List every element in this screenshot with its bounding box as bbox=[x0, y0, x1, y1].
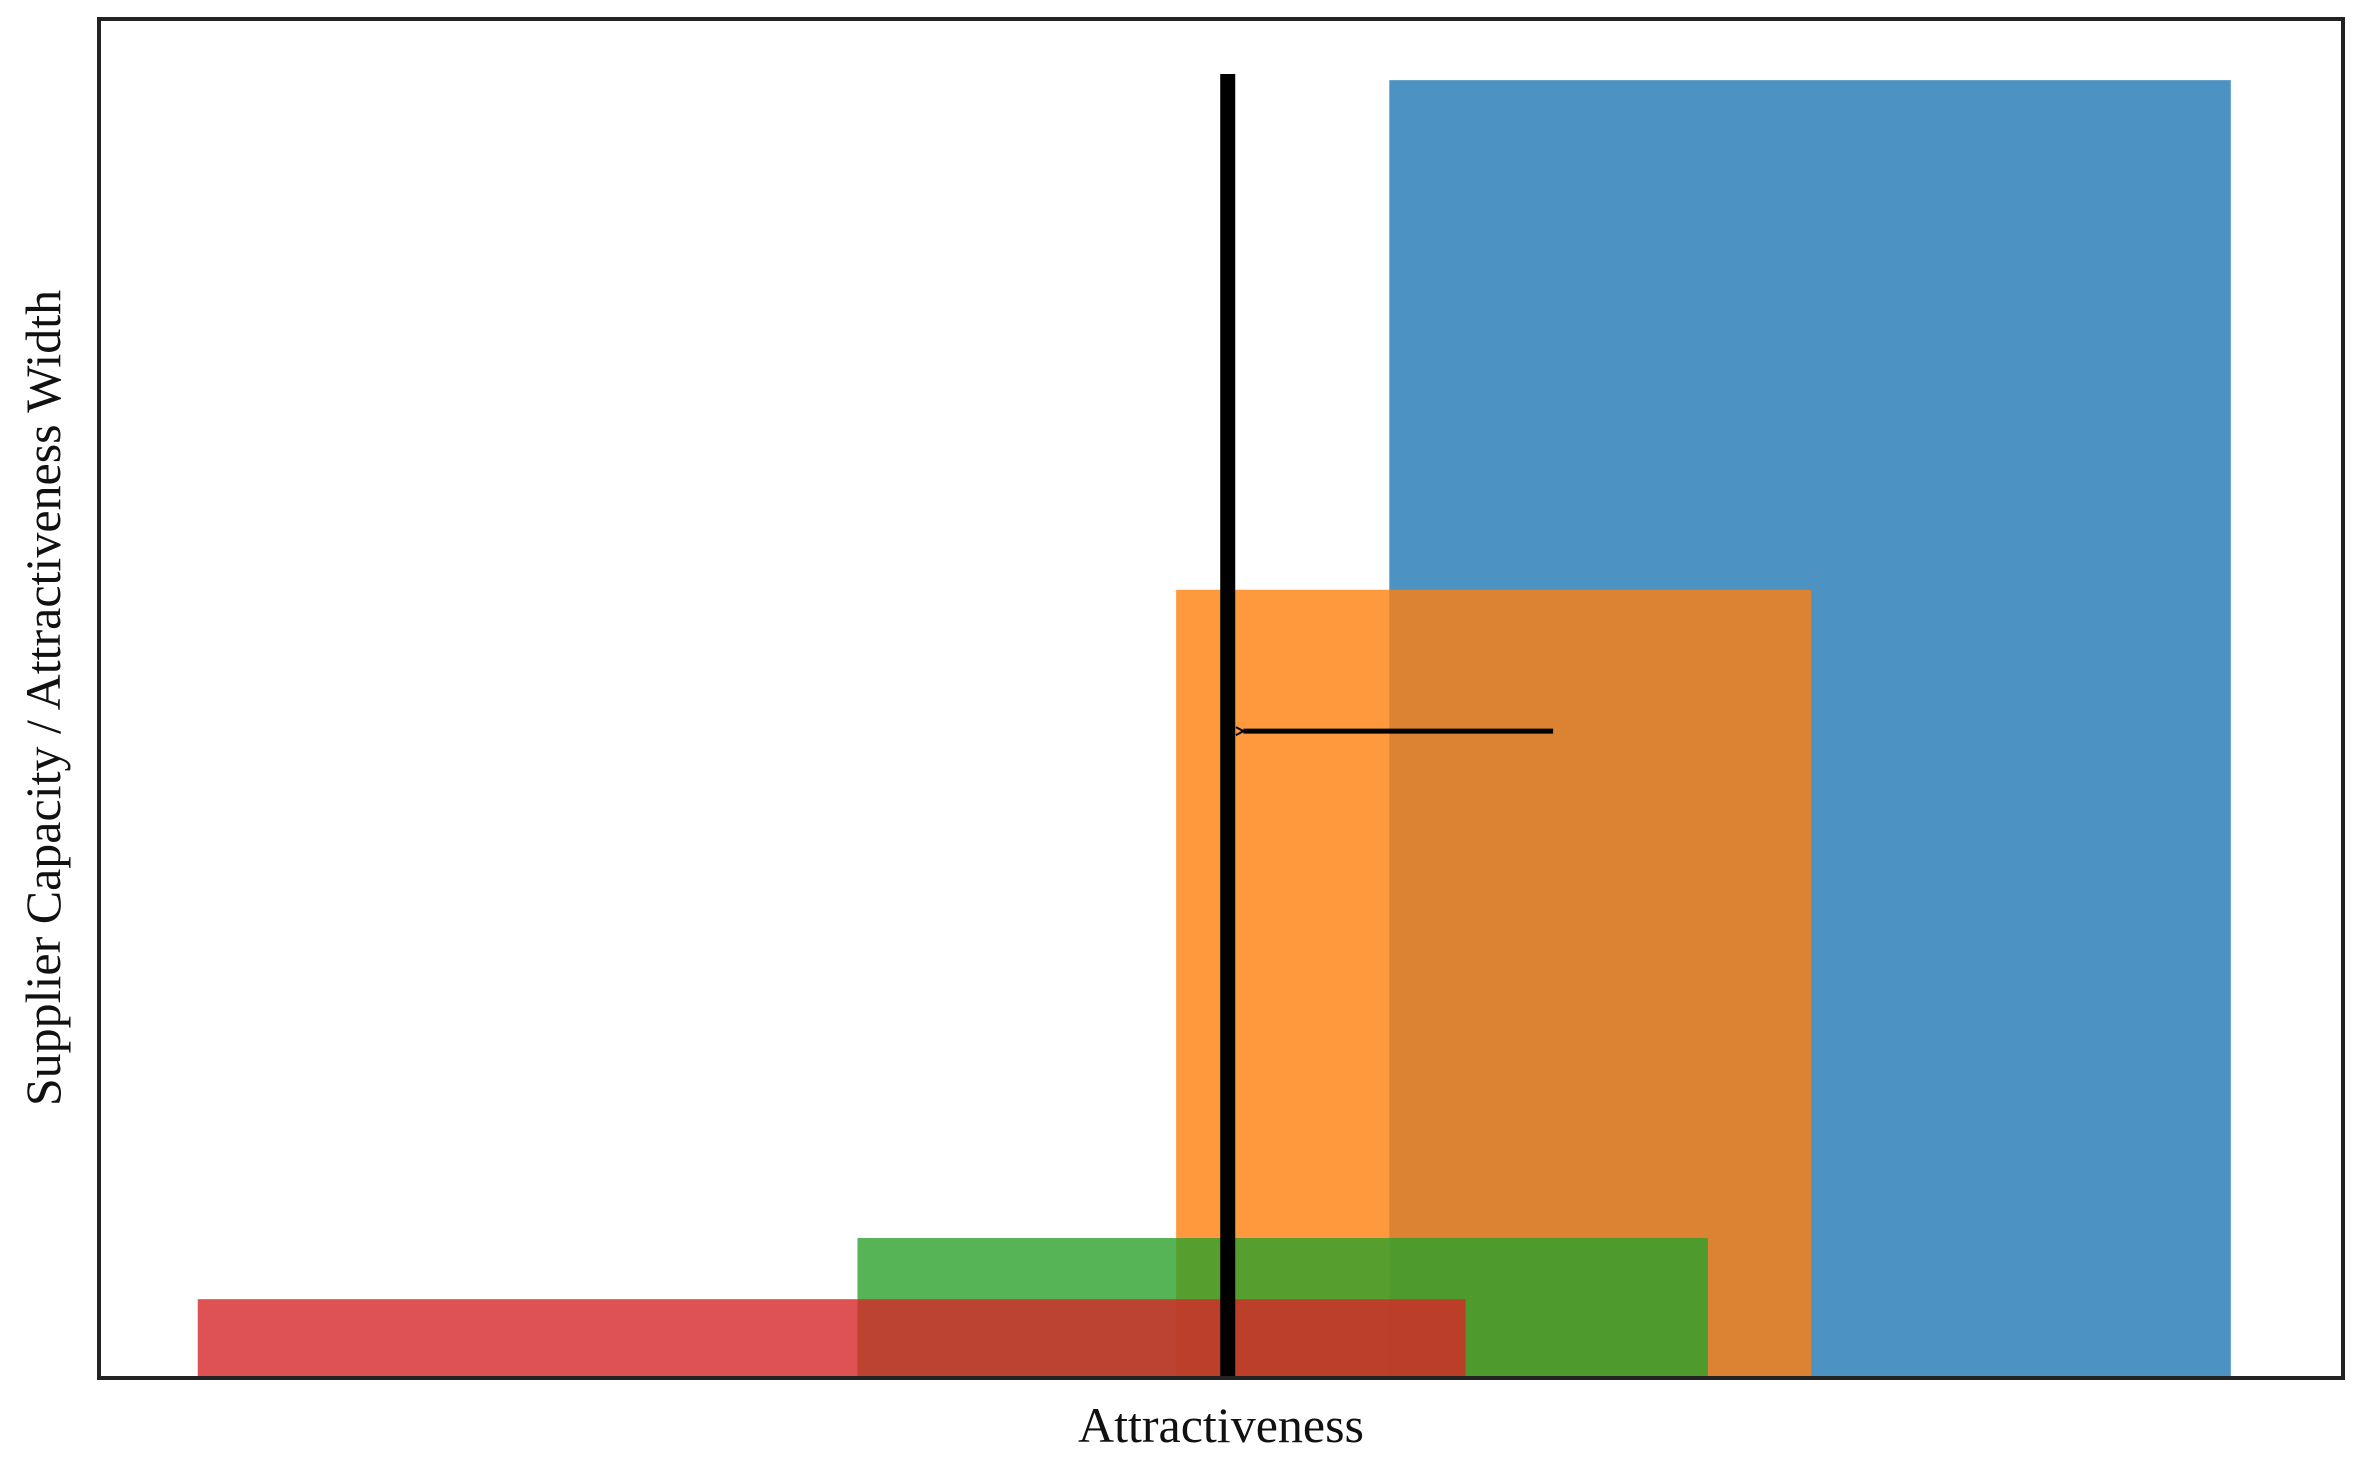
y-axis-label: Supplier Capacity / Attractiveness Width bbox=[15, 290, 71, 1106]
bars-group bbox=[197, 80, 2231, 1378]
annotations-group bbox=[1220, 74, 1554, 1378]
bar-4 bbox=[197, 1299, 1466, 1378]
plot-frame bbox=[97, 17, 2345, 1380]
x-axis-label: Attractiveness bbox=[1078, 1397, 1364, 1453]
